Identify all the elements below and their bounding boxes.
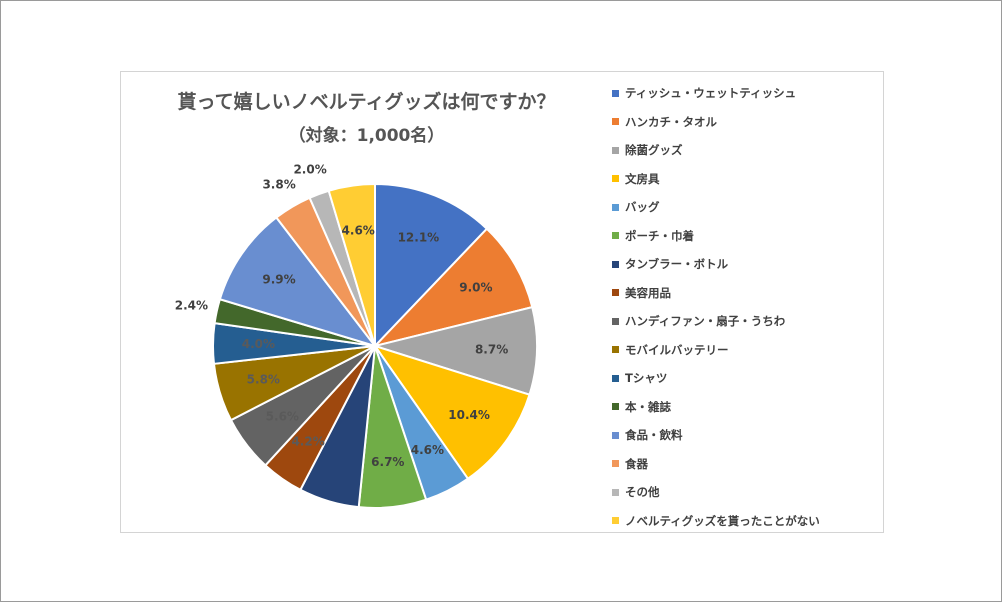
legend-swatch: [612, 346, 619, 354]
data-label: 4.0%: [242, 337, 275, 351]
data-label: 2.0%: [293, 163, 326, 177]
pie-slice: [218, 216, 378, 348]
chart-subtitle: （対象：1,000名）: [288, 126, 445, 146]
legend-label: ノベルティグッズを貰ったことがない: [625, 513, 820, 528]
legend-label: Tシャツ: [625, 371, 668, 386]
legend-swatch: [612, 146, 619, 154]
pie-slice: [371, 305, 538, 396]
data-label: 3.8%: [262, 177, 295, 191]
legend-item: タンブラー・ボトル: [612, 250, 880, 279]
legend-swatch: [612, 431, 619, 439]
legend-swatch: [612, 260, 619, 268]
data-label: 4.6%: [411, 443, 444, 457]
pie-slice: [374, 182, 489, 349]
legend-label: 文房具: [625, 171, 660, 186]
legend-item: 除菌グッズ: [612, 136, 880, 165]
data-label: 4.6%: [342, 224, 375, 238]
legend-item: 食器: [612, 450, 880, 479]
data-label: 5.6%: [266, 410, 299, 424]
legend-swatch: [612, 488, 619, 496]
pie-slice: [327, 182, 376, 347]
legend-label: ハンディファン・扇子・うちわ: [625, 314, 786, 329]
legend-swatch: [612, 89, 619, 97]
chart-legend: ティッシュ・ウェットティッシュ ハンカチ・タオル 除菌グッズ文房具バッグポーチ・巾着…: [612, 79, 880, 535]
legend-item: モバイルバッテリー: [612, 336, 880, 365]
data-label: 2.4%: [175, 299, 208, 313]
legend-swatch: [612, 517, 619, 525]
legend-item: 本・雑誌: [612, 393, 880, 422]
legend-item: 美容用品: [612, 279, 880, 308]
legend-label: ハンカチ・タオル: [625, 114, 717, 129]
legend-swatch: [612, 317, 619, 325]
legend-label: その他: [625, 485, 660, 500]
legend-item: ポーチ・巾着: [612, 222, 880, 251]
legend-swatch: [612, 374, 619, 382]
legend-label: 美容用品: [625, 285, 671, 300]
legend-swatch: [612, 460, 619, 468]
legend-swatch: [612, 203, 619, 211]
legend-swatch: [612, 289, 619, 297]
chart-title: 貰って嬉しいノベルティグッズは何ですか？: [177, 91, 556, 113]
data-label: 12.1%: [398, 231, 440, 245]
legend-item: その他: [612, 478, 880, 507]
data-label: 9.0%: [459, 281, 492, 295]
legend-label: ポーチ・巾着: [625, 228, 694, 243]
legend-swatch: [612, 118, 619, 126]
legend-swatch: [612, 232, 619, 240]
legend-item: ノベルティグッズを貰ったことがない: [612, 507, 880, 536]
data-label: 8.7%: [475, 343, 508, 357]
legend-item: 文房具: [612, 165, 880, 194]
legend-label: モバイルバッテリー: [625, 342, 729, 357]
legend-swatch: [612, 403, 619, 411]
legend-label: 除菌グッズ: [625, 143, 683, 158]
data-label: 6.7%: [371, 455, 404, 469]
legend-item: ティッシュ・ウェットティッシュ: [612, 79, 880, 108]
legend-item: 食品・飲料: [612, 421, 880, 450]
legend-item: Tシャツ: [612, 364, 880, 393]
data-label: 9.9%: [262, 273, 295, 287]
data-label: 10.4%: [448, 408, 490, 422]
data-label: 4.2%: [291, 435, 324, 449]
legend-item: ハンカチ・タオル: [612, 108, 880, 137]
legend-label: ティッシュ・ウェットティッシュ: [625, 86, 797, 101]
data-label: 5.8%: [247, 373, 280, 387]
pie-slice: [372, 344, 531, 481]
legend-item: ハンディファン・扇子・うちわ: [612, 307, 880, 336]
legend-label: 食器: [625, 456, 648, 471]
legend-label: 本・雑誌: [625, 399, 671, 414]
legend-swatch: [612, 175, 619, 183]
legend-item: バッグ: [612, 193, 880, 222]
legend-label: バッグ: [625, 200, 660, 215]
legend-label: 食品・飲料: [625, 428, 683, 443]
legend-label: タンブラー・ボトル: [625, 257, 729, 272]
